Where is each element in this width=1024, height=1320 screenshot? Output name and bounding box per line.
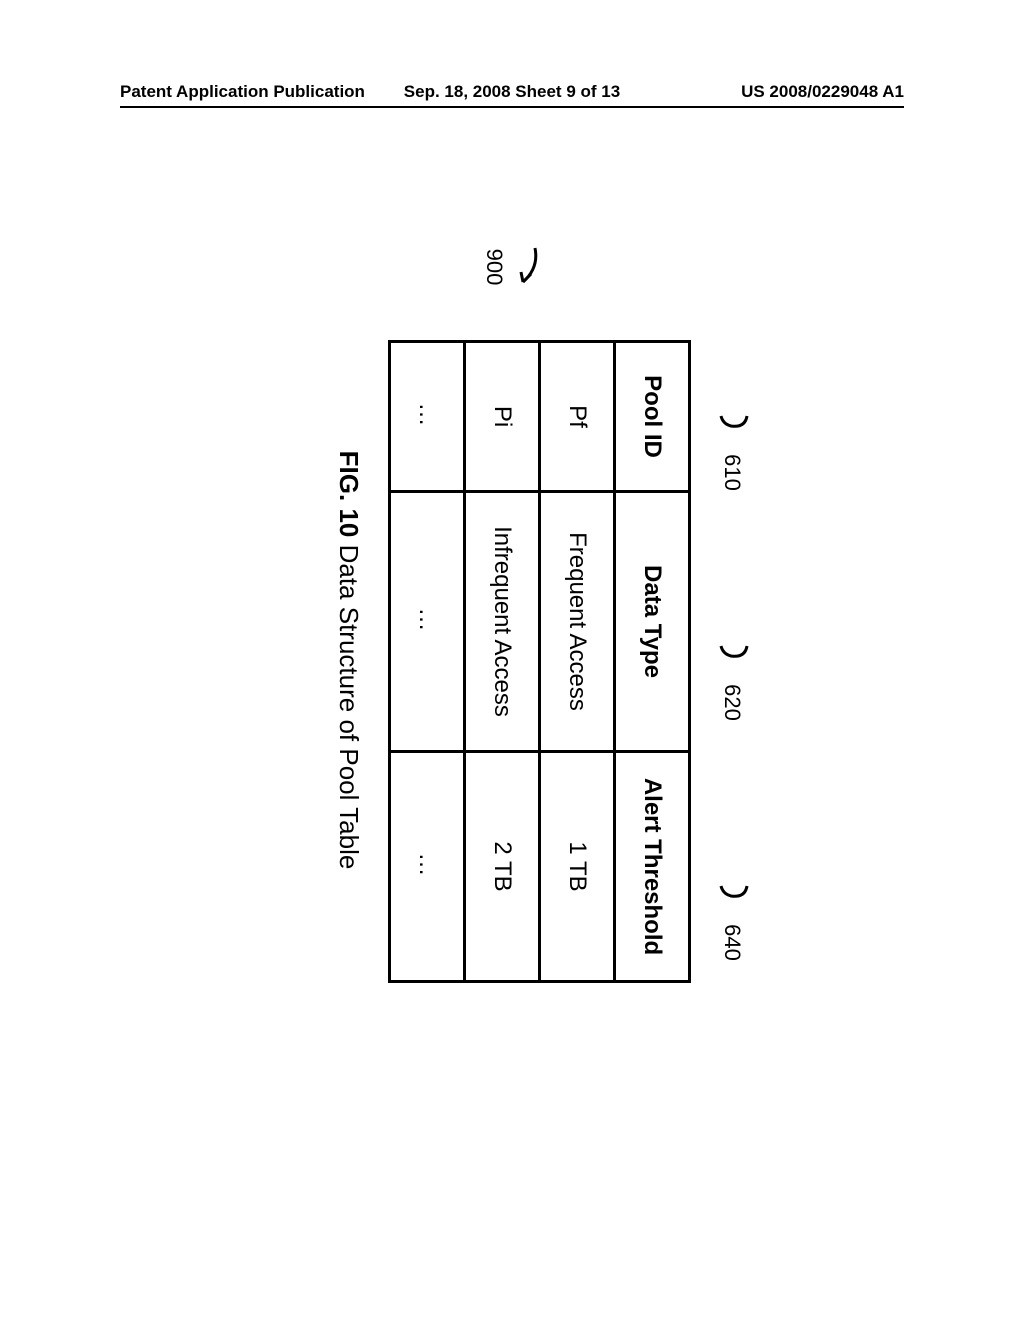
cell-pool-id: Pf — [540, 342, 615, 492]
table-row: Pf Frequent Access 1 TB — [540, 342, 615, 982]
figure: 610 620 640 — [333, 340, 691, 980]
column-callouts: 610 620 640 — [691, 340, 749, 980]
page-header: Patent Application Publication Sep. 18, … — [120, 82, 904, 108]
table-row-ellipsis: … … … — [390, 342, 465, 982]
table-header-row: Pool ID Data Type Alert Threshold — [615, 342, 690, 982]
cell-pool-id: Pi — [465, 342, 540, 492]
cell-ellipsis: … — [390, 342, 465, 492]
col-header-data-type: Data Type — [615, 492, 690, 752]
col-header-pool-id: Pool ID — [615, 342, 690, 492]
callout-connector-icon — [719, 410, 749, 444]
cell-data-type: Infrequent Access — [465, 492, 540, 752]
callout-label: 620 — [720, 684, 745, 721]
pool-table: Pool ID Data Type Alert Threshold Pf Fre… — [388, 340, 691, 983]
page: Patent Application Publication Sep. 18, … — [0, 0, 1024, 1320]
cell-data-type: Frequent Access — [540, 492, 615, 752]
cell-ellipsis: … — [390, 752, 465, 982]
callout-connector-icon — [719, 640, 749, 674]
figure-caption-label: FIG. 10 — [334, 451, 364, 538]
callout-610: 610 — [713, 410, 749, 487]
figure-ref-900: 900 — [481, 244, 541, 290]
cell-threshold: 2 TB — [465, 752, 540, 982]
arrow-icon — [507, 244, 541, 290]
cell-ellipsis: … — [390, 492, 465, 752]
figure-caption: FIG. 10 Data Structure of Pool Table — [333, 340, 364, 980]
table-row: Pi Infrequent Access 2 TB — [465, 342, 540, 982]
header-right: US 2008/0229048 A1 — [643, 82, 904, 102]
figure-ref-label: 900 — [481, 244, 507, 290]
callout-label: 640 — [720, 924, 745, 961]
header-left: Patent Application Publication — [120, 82, 381, 102]
figure-rotated-wrapper: 610 620 640 — [333, 340, 691, 980]
callout-620: 620 — [713, 640, 749, 717]
figure-caption-text: Data Structure of Pool Table — [334, 537, 364, 869]
col-header-alert-threshold: Alert Threshold — [615, 752, 690, 982]
callout-label: 610 — [720, 454, 745, 491]
header-middle: Sep. 18, 2008 Sheet 9 of 13 — [381, 82, 642, 102]
callout-640: 640 — [713, 880, 749, 957]
cell-threshold: 1 TB — [540, 752, 615, 982]
callout-connector-icon — [719, 880, 749, 914]
